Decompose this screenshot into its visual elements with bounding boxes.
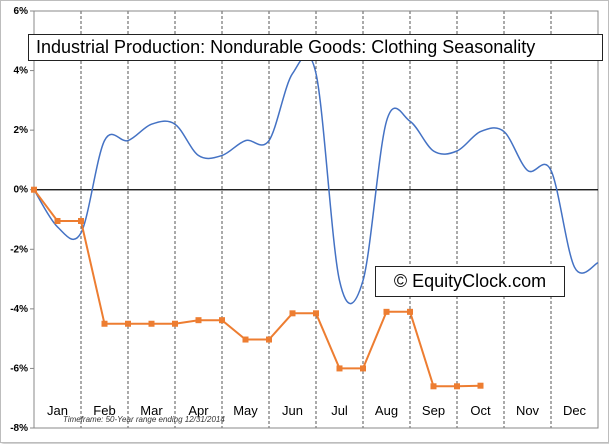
y-tick-label: -6% [10, 363, 28, 374]
data-point [219, 317, 225, 324]
data-point [266, 336, 272, 343]
x-month-label: Feb [93, 403, 115, 418]
x-month-label: Jan [47, 403, 68, 418]
tick-labels: 6% 4% 2% 0% -2% -4% -6% -8% Jan Feb Mar Apr May Jun Ju… [10, 6, 586, 434]
data-point [54, 217, 61, 224]
grid [80, 11, 552, 428]
data-point [336, 365, 343, 372]
plot-border [33, 10, 599, 429]
data-point [454, 383, 460, 390]
data-point [430, 383, 437, 390]
x-month-label: Aug [375, 403, 398, 418]
series [31, 54, 599, 390]
timeframe-footnote: Timeframe: 50-Year range ending 12/31/20… [63, 415, 225, 424]
x-month-label: Mar [140, 403, 163, 418]
y-tick-label: -4% [10, 304, 28, 315]
data-point [101, 320, 108, 327]
data-point [360, 365, 366, 372]
y-tick-label: 4% [14, 66, 29, 77]
seasonality-line-orange [33, 189, 481, 388]
data-point [383, 308, 390, 315]
data-point [78, 217, 84, 224]
data-point [407, 308, 413, 315]
x-month-label: Sep [422, 403, 445, 418]
data-point [289, 310, 296, 317]
y-tick-label: 2% [14, 125, 29, 136]
chart-title: Industrial Production: Nondurable Goods:… [28, 34, 603, 61]
x-month-label: Oct [470, 403, 491, 418]
seasonality-line-blue [33, 54, 599, 305]
data-point [242, 336, 249, 343]
y-tick-label: -8% [10, 423, 28, 434]
data-point [313, 310, 319, 317]
x-month-label: Jul [331, 403, 348, 418]
y-tick-label: -2% [10, 244, 28, 255]
data-point [31, 186, 37, 193]
data-point [195, 317, 202, 324]
data-point [148, 320, 155, 327]
x-month-label: May [233, 403, 258, 418]
x-month-label: Nov [516, 403, 540, 418]
x-month-label: Apr [188, 403, 209, 418]
data-point [125, 320, 131, 327]
x-month-label: Dec [563, 403, 587, 418]
watermark: © EquityClock.com [375, 266, 565, 297]
y-tick-label: 0% [14, 185, 29, 196]
y-tick-label: 6% [14, 6, 29, 17]
data-point [477, 382, 484, 389]
x-month-label: Jun [282, 403, 303, 418]
axes [30, 10, 599, 429]
data-point [172, 320, 178, 327]
